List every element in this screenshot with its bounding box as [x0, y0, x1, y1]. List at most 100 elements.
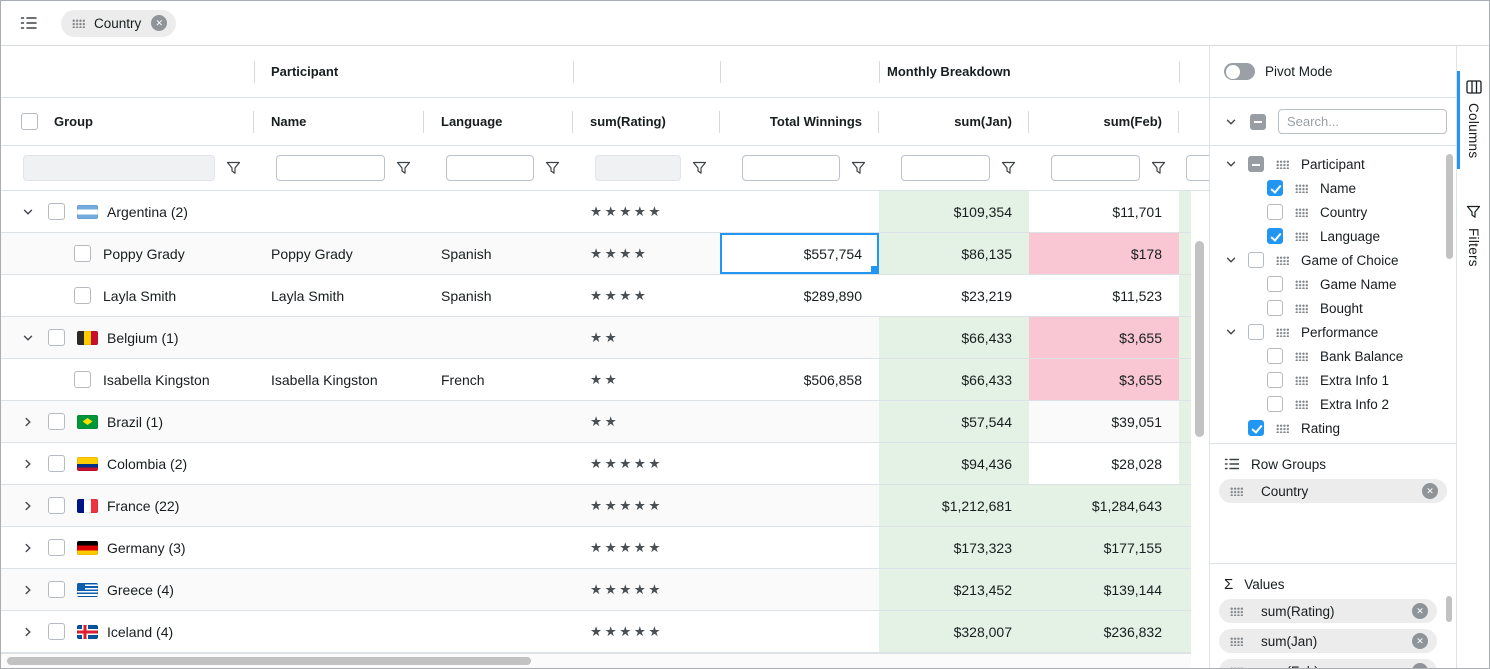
tree-scrollbar-thumb[interactable] [1446, 154, 1453, 259]
language-cell[interactable] [424, 527, 573, 568]
column-checkbox[interactable] [1267, 348, 1283, 364]
header-name[interactable]: Name [254, 98, 424, 145]
header-sum-jan[interactable]: sum(Jan) [879, 98, 1029, 145]
filter-input-name[interactable] [276, 155, 385, 181]
rating-cell[interactable]: ★★ [590, 371, 620, 388]
jan-cell[interactable]: $66,433 [879, 359, 1029, 400]
header-sum-rating[interactable]: sum(Rating) [573, 98, 720, 145]
horizontal-scrollbar[interactable] [1, 653, 1191, 668]
row-checkbox[interactable] [74, 287, 91, 304]
column-checkbox[interactable] [1248, 156, 1264, 172]
group-label[interactable]: Iceland (4) [107, 623, 174, 640]
pivot-mode-toggle[interactable] [1224, 63, 1255, 80]
winnings-cell[interactable] [720, 611, 879, 652]
feb-cell[interactable]: $178 [1029, 233, 1179, 274]
filter-funnel-icon[interactable] [692, 161, 707, 175]
leaf-label[interactable]: Layla Smith [103, 287, 177, 304]
vertical-scrollbar[interactable] [1191, 191, 1209, 653]
row-checkbox[interactable] [48, 623, 65, 640]
rating-cell[interactable]: ★★★★★ [590, 539, 664, 556]
column-checkbox[interactable] [1267, 204, 1283, 220]
tab-columns[interactable]: Columns [1457, 71, 1489, 169]
group-label[interactable]: France (22) [107, 497, 180, 514]
column-checkbox[interactable] [1267, 276, 1283, 292]
remove-icon[interactable] [1412, 663, 1428, 668]
rating-cell[interactable]: ★★★★ [590, 245, 649, 262]
group-label[interactable]: Colombia (2) [107, 455, 188, 472]
row-checkbox[interactable] [48, 413, 65, 430]
group-label[interactable]: Belgium (1) [107, 329, 179, 346]
chevron-down-icon[interactable] [21, 206, 35, 218]
chevron-down-icon[interactable] [1224, 326, 1238, 338]
rating-cell[interactable]: ★★ [590, 329, 620, 346]
jan-cell[interactable]: $213,452 [879, 569, 1029, 610]
group-label[interactable]: Germany (3) [107, 539, 186, 556]
chevron-right-icon[interactable] [21, 584, 35, 596]
winnings-cell[interactable] [720, 527, 879, 568]
name-cell[interactable] [254, 443, 424, 484]
horizontal-scrollbar-thumb[interactable] [7, 657, 531, 665]
filter-input-jan[interactable] [901, 155, 990, 181]
rating-cell[interactable]: ★★★★★ [590, 581, 664, 598]
group-label[interactable]: Brazil (1) [107, 413, 164, 430]
filter-funnel-icon[interactable] [226, 161, 241, 175]
tree-item-extra-info-1[interactable]: Extra Info 1 [1210, 368, 1456, 392]
expand-all-chevron-icon[interactable] [1224, 116, 1238, 128]
language-cell[interactable]: French [441, 371, 485, 388]
filter-funnel-icon[interactable] [851, 161, 866, 175]
row-group-chip-country[interactable]: Country [1219, 479, 1447, 503]
filter-input-winnings[interactable] [742, 155, 840, 181]
name-cell[interactable] [254, 611, 424, 652]
remove-icon[interactable] [1412, 633, 1428, 649]
filter-funnel-icon[interactable] [1001, 161, 1016, 175]
feb-cell[interactable]: $3,655 [1029, 317, 1179, 358]
row-checkbox[interactable] [48, 539, 65, 556]
filter-funnel-icon[interactable] [1151, 161, 1166, 175]
tree-item-country[interactable]: Country [1210, 200, 1456, 224]
name-cell[interactable]: Layla Smith [271, 287, 345, 304]
tree-item-performance[interactable]: Performance [1210, 320, 1456, 344]
chevron-right-icon[interactable] [21, 626, 35, 638]
language-cell[interactable] [424, 569, 573, 610]
select-all-checkbox[interactable] [21, 113, 38, 130]
jan-cell[interactable]: $86,135 [879, 233, 1029, 274]
tree-item-extra-info-2[interactable]: Extra Info 2 [1210, 392, 1456, 416]
column-checkbox[interactable] [1267, 228, 1283, 244]
name-cell[interactable] [254, 569, 424, 610]
group-label[interactable]: Argentina (2) [107, 203, 188, 220]
name-cell[interactable] [254, 317, 424, 358]
column-checkbox[interactable] [1248, 324, 1264, 340]
winnings-cell[interactable] [720, 485, 879, 526]
filter-funnel-icon[interactable] [545, 161, 560, 175]
rating-cell[interactable]: ★★★★★ [590, 623, 664, 640]
tree-item-language[interactable]: Language [1210, 224, 1456, 248]
jan-cell[interactable]: $109,354 [879, 191, 1029, 232]
select-all-columns-checkbox[interactable] [1250, 113, 1266, 130]
header-group[interactable]: Group [1, 98, 254, 145]
feb-cell[interactable]: $11,523 [1112, 287, 1162, 304]
language-cell[interactable] [424, 485, 573, 526]
column-checkbox[interactable] [1267, 180, 1283, 196]
row-checkbox[interactable] [48, 581, 65, 598]
feb-cell[interactable]: $28,028 [1111, 455, 1162, 472]
group-label[interactable]: Greece (4) [107, 581, 174, 598]
language-cell[interactable] [424, 611, 573, 652]
jan-cell[interactable]: $328,007 [879, 611, 1029, 652]
value-chip-sum-jan[interactable]: sum(Jan) [1219, 629, 1437, 653]
row-checkbox[interactable] [48, 329, 65, 346]
leaf-label[interactable]: Isabella Kingston [103, 371, 210, 388]
column-search-input[interactable] [1278, 109, 1447, 134]
header-sum-feb[interactable]: sum(Feb) [1029, 98, 1179, 145]
tree-item-game-name[interactable]: Game Name [1210, 272, 1456, 296]
tree-item-rating[interactable]: Rating [1210, 416, 1456, 440]
column-checkbox[interactable] [1267, 300, 1283, 316]
language-cell[interactable] [424, 401, 573, 442]
language-cell[interactable]: Spanish [441, 287, 492, 304]
name-cell[interactable] [254, 527, 424, 568]
jan-cell[interactable]: $23,219 [961, 287, 1012, 304]
filter-input-language[interactable] [446, 155, 534, 181]
chevron-down-icon[interactable] [1224, 254, 1238, 266]
remove-icon[interactable] [1422, 483, 1438, 499]
row-checkbox[interactable] [74, 371, 91, 388]
name-cell[interactable] [254, 191, 424, 232]
